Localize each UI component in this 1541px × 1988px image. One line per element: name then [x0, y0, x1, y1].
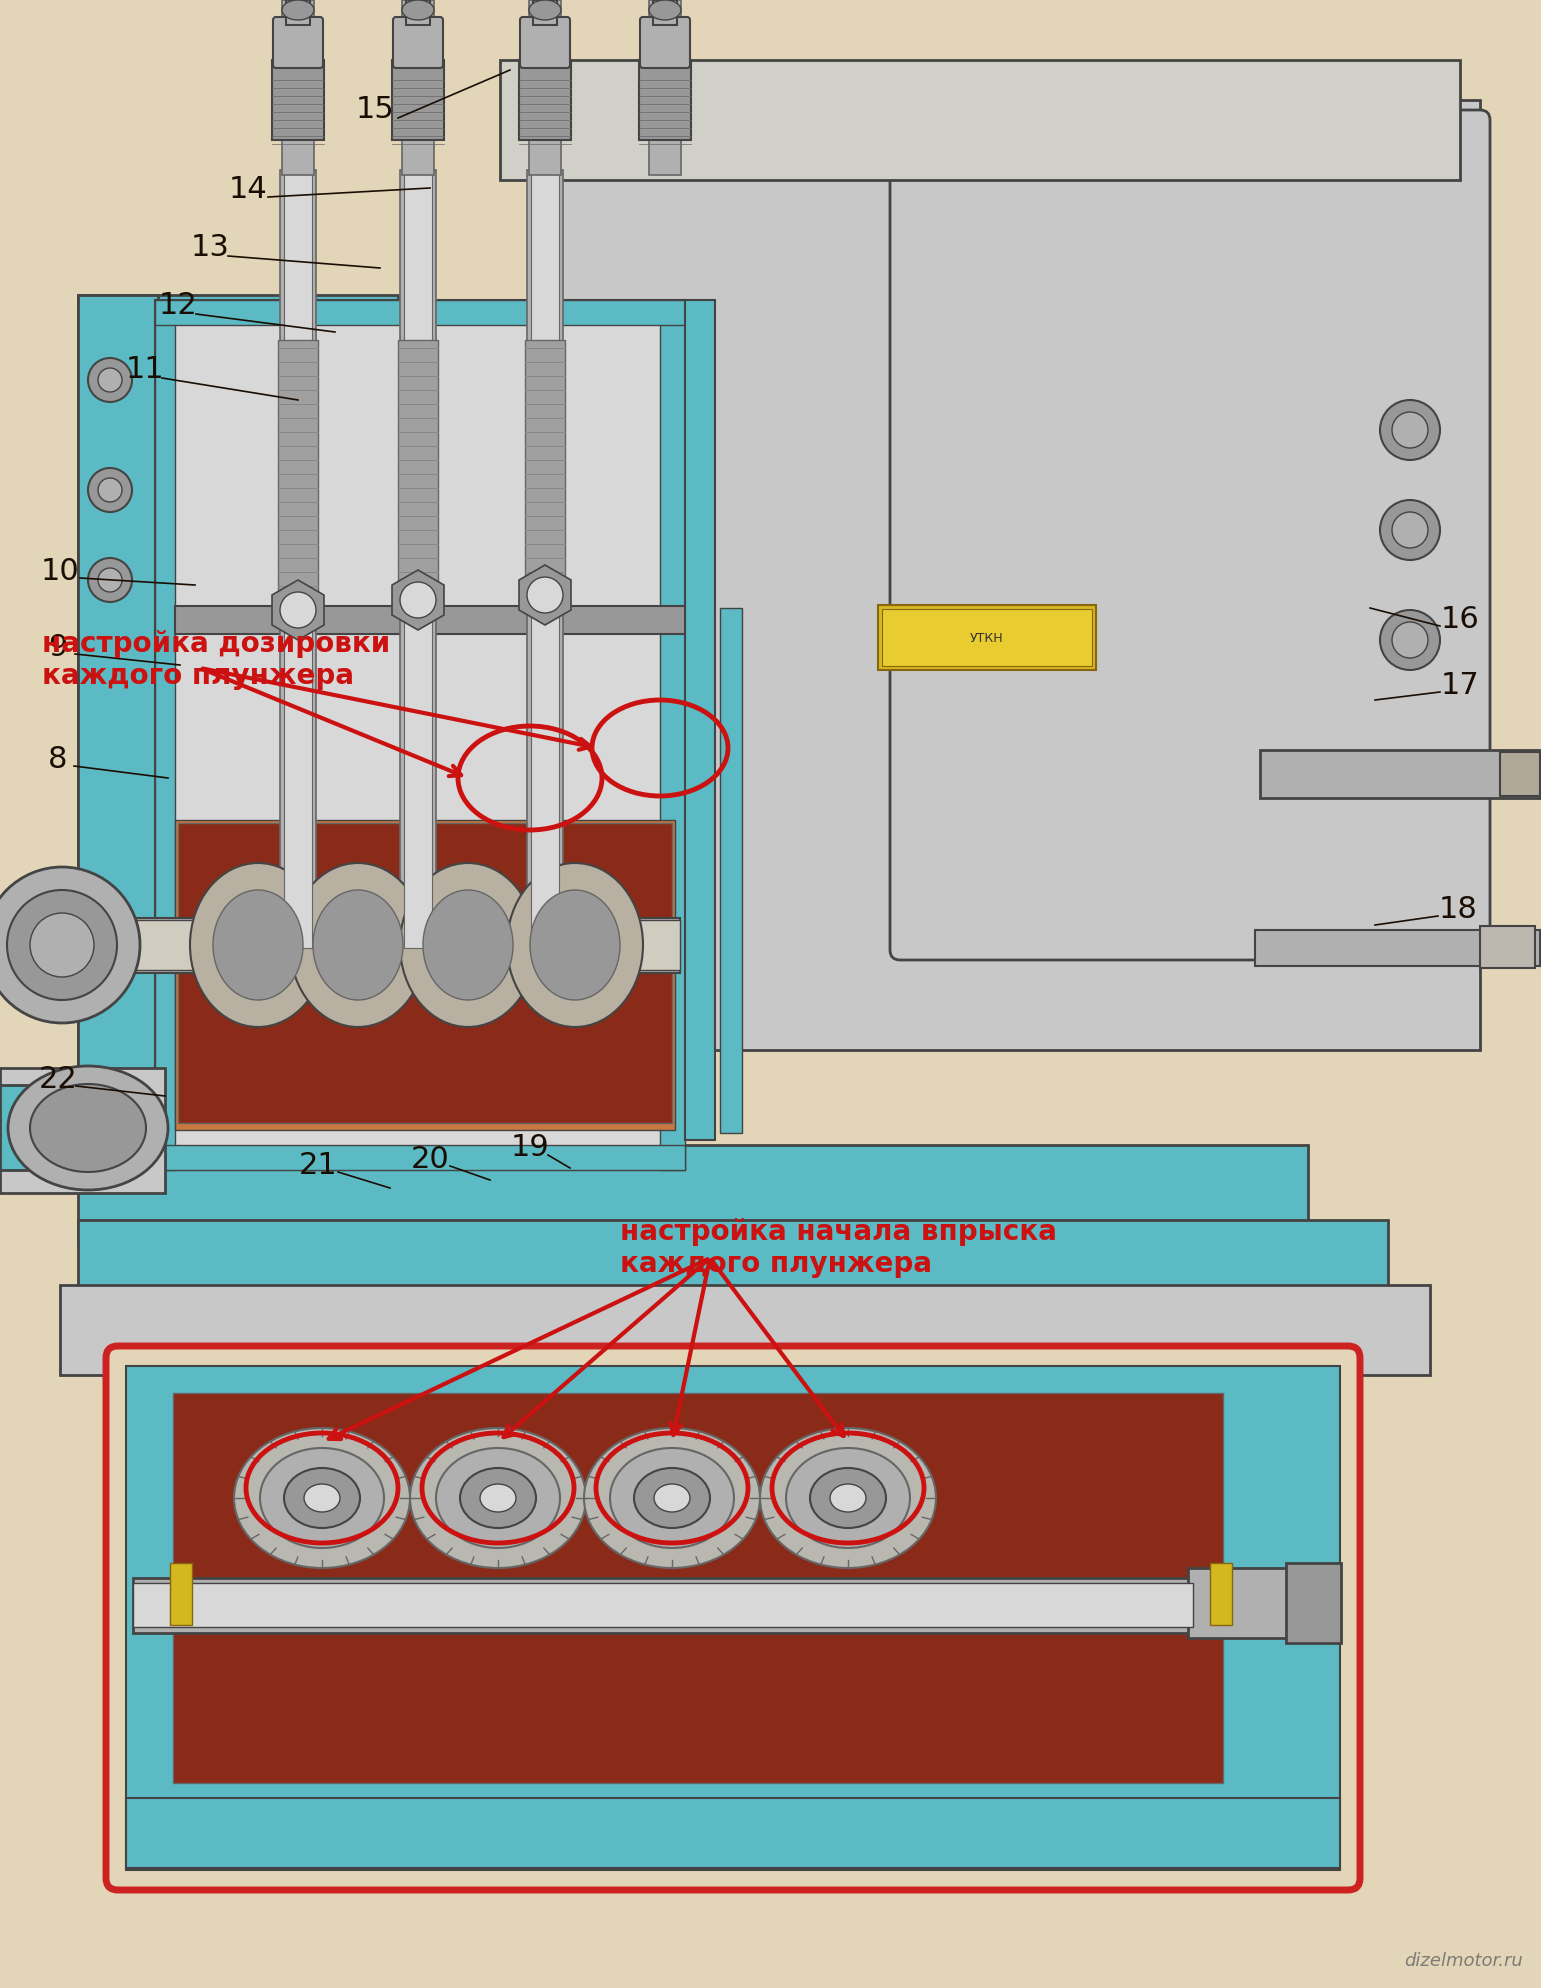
FancyBboxPatch shape: [173, 1394, 1224, 1783]
FancyBboxPatch shape: [653, 0, 676, 26]
Ellipse shape: [507, 863, 643, 1028]
Text: 19: 19: [510, 1133, 550, 1163]
FancyBboxPatch shape: [878, 604, 1096, 670]
Text: 14: 14: [228, 175, 268, 205]
Ellipse shape: [8, 891, 117, 1000]
Text: 13: 13: [191, 233, 230, 262]
FancyBboxPatch shape: [126, 1366, 1341, 1871]
Ellipse shape: [402, 0, 435, 20]
FancyBboxPatch shape: [529, 0, 561, 175]
FancyBboxPatch shape: [133, 1578, 1193, 1632]
Text: 8: 8: [48, 746, 68, 775]
Text: настройка начала впрыска
каждого плунжера: настройка начала впрыска каждого плунжер…: [619, 1219, 1057, 1278]
FancyBboxPatch shape: [273, 18, 324, 68]
FancyBboxPatch shape: [533, 0, 556, 26]
FancyBboxPatch shape: [79, 1221, 1388, 1300]
FancyBboxPatch shape: [179, 823, 672, 1123]
Text: 17: 17: [1441, 672, 1479, 700]
Ellipse shape: [88, 358, 133, 402]
Ellipse shape: [1381, 501, 1439, 561]
Text: 9: 9: [48, 634, 68, 662]
Ellipse shape: [633, 1467, 710, 1529]
Ellipse shape: [190, 863, 327, 1028]
FancyBboxPatch shape: [156, 300, 686, 1171]
FancyBboxPatch shape: [0, 1068, 165, 1193]
Ellipse shape: [99, 569, 122, 592]
Ellipse shape: [1381, 400, 1439, 459]
FancyBboxPatch shape: [126, 1797, 1341, 1869]
FancyBboxPatch shape: [176, 606, 686, 634]
FancyBboxPatch shape: [1287, 1563, 1341, 1642]
Text: УТКН: УТКН: [971, 632, 1003, 644]
FancyBboxPatch shape: [519, 18, 570, 68]
Ellipse shape: [461, 1467, 536, 1529]
FancyBboxPatch shape: [401, 171, 436, 950]
Ellipse shape: [760, 1427, 935, 1569]
Text: настройка дозировки
каждого плунжера: настройка дозировки каждого плунжера: [42, 630, 390, 690]
FancyBboxPatch shape: [649, 0, 681, 175]
FancyBboxPatch shape: [391, 60, 444, 139]
FancyBboxPatch shape: [277, 340, 317, 600]
FancyBboxPatch shape: [686, 300, 715, 1139]
Ellipse shape: [304, 1483, 341, 1513]
Ellipse shape: [290, 863, 425, 1028]
Ellipse shape: [213, 891, 304, 1000]
Ellipse shape: [527, 577, 562, 612]
Ellipse shape: [1381, 610, 1439, 670]
FancyBboxPatch shape: [1254, 930, 1539, 966]
Text: 12: 12: [159, 292, 197, 320]
FancyBboxPatch shape: [0, 1085, 89, 1171]
FancyBboxPatch shape: [60, 1284, 1430, 1376]
FancyBboxPatch shape: [156, 300, 686, 324]
FancyBboxPatch shape: [0, 918, 680, 972]
Text: 22: 22: [39, 1066, 77, 1095]
Ellipse shape: [831, 1483, 866, 1513]
FancyBboxPatch shape: [284, 173, 311, 948]
FancyBboxPatch shape: [660, 300, 686, 1171]
Ellipse shape: [436, 1447, 559, 1549]
Text: 15: 15: [356, 95, 394, 125]
Ellipse shape: [1392, 412, 1429, 447]
FancyBboxPatch shape: [60, 920, 680, 970]
FancyBboxPatch shape: [287, 0, 310, 26]
Ellipse shape: [786, 1447, 911, 1549]
Ellipse shape: [653, 1483, 690, 1513]
FancyBboxPatch shape: [79, 294, 398, 1175]
Ellipse shape: [29, 912, 94, 976]
FancyBboxPatch shape: [156, 1145, 686, 1171]
Text: 11: 11: [126, 356, 165, 384]
Ellipse shape: [410, 1427, 586, 1569]
Ellipse shape: [422, 891, 513, 1000]
Ellipse shape: [29, 1083, 146, 1173]
FancyBboxPatch shape: [176, 819, 675, 1129]
FancyBboxPatch shape: [79, 294, 159, 1175]
FancyBboxPatch shape: [532, 173, 559, 948]
FancyBboxPatch shape: [170, 1563, 193, 1624]
FancyBboxPatch shape: [640, 18, 690, 68]
Ellipse shape: [610, 1447, 734, 1549]
Ellipse shape: [99, 477, 122, 503]
FancyBboxPatch shape: [891, 109, 1490, 960]
Ellipse shape: [99, 368, 122, 392]
Text: dizelmotor.ru: dizelmotor.ru: [1404, 1952, 1523, 1970]
Ellipse shape: [530, 891, 619, 1000]
Ellipse shape: [280, 592, 316, 628]
Ellipse shape: [234, 1427, 410, 1569]
FancyBboxPatch shape: [280, 171, 316, 950]
Ellipse shape: [584, 1427, 760, 1569]
Ellipse shape: [649, 0, 681, 20]
Text: 18: 18: [1439, 895, 1478, 924]
Ellipse shape: [0, 867, 140, 1024]
FancyBboxPatch shape: [404, 173, 431, 948]
Ellipse shape: [260, 1447, 384, 1549]
FancyBboxPatch shape: [720, 608, 743, 1133]
FancyBboxPatch shape: [1479, 926, 1535, 968]
FancyBboxPatch shape: [1210, 1563, 1231, 1624]
FancyBboxPatch shape: [499, 60, 1459, 181]
Ellipse shape: [401, 863, 536, 1028]
FancyBboxPatch shape: [527, 171, 562, 950]
Ellipse shape: [1392, 513, 1429, 549]
FancyBboxPatch shape: [79, 1145, 1308, 1244]
Ellipse shape: [88, 467, 133, 513]
